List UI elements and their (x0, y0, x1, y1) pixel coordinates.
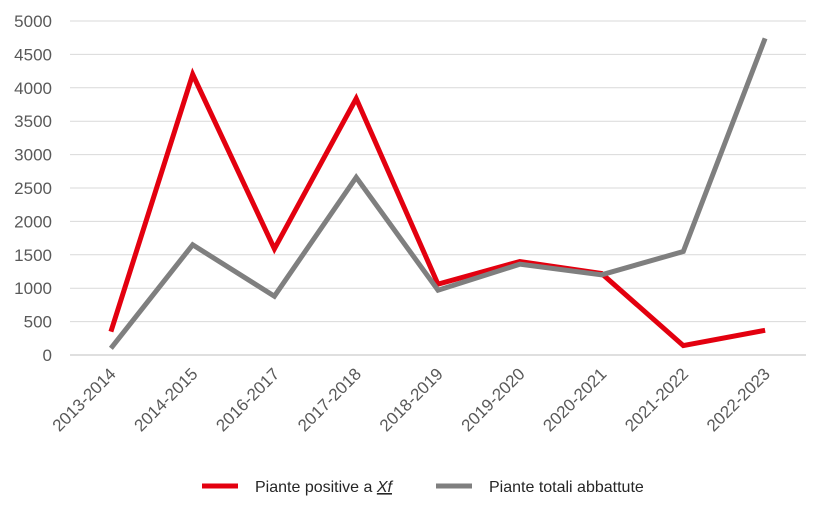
x-tick-label: 2016-2017 (212, 364, 283, 435)
y-tick-label: 5000 (14, 12, 52, 31)
x-tick-label: 2013-2014 (49, 364, 120, 435)
y-tick-label: 2500 (14, 179, 52, 198)
y-tick-label: 4500 (14, 45, 52, 64)
y-tick-label: 0 (43, 346, 52, 365)
y-tick-label: 500 (24, 313, 52, 332)
series-line-0 (108, 67, 766, 349)
x-tick-label: 2014-2015 (131, 364, 202, 435)
legend-label-total: Piante totali abbattute (489, 479, 644, 496)
x-tick-label: 2017-2018 (294, 364, 365, 435)
y-tick-label: 1000 (14, 279, 52, 298)
legend: Piante positive a Xf Piante totali abbat… (202, 479, 644, 496)
legend-label-positive: Piante positive a Xf (255, 479, 394, 496)
x-tick-label: 2018-2019 (376, 364, 447, 435)
gridlines (70, 20, 806, 356)
x-axis-ticks: 2013-2014 2014-2015 2016-2017 2017-2018 2018… (49, 364, 774, 435)
y-tick-label: 3000 (14, 146, 52, 165)
y-axis-ticks: 0 500 1000 1500 2000 2500 3000 3500 4000 4500 5000 (14, 12, 52, 365)
x-tick-label: 2021-2022 (621, 364, 692, 435)
x-tick-label: 2022-2023 (703, 364, 774, 435)
x-tick-label: 2020-2021 (539, 364, 610, 435)
y-tick-label: 4000 (14, 79, 52, 98)
series-lines (108, 37, 768, 350)
y-tick-label: 3500 (14, 112, 52, 131)
y-tick-label: 2000 (14, 212, 52, 231)
x-tick-label: 2019-2020 (458, 364, 529, 435)
series-line-1 (108, 37, 768, 350)
y-tick-label: 1500 (14, 246, 52, 265)
